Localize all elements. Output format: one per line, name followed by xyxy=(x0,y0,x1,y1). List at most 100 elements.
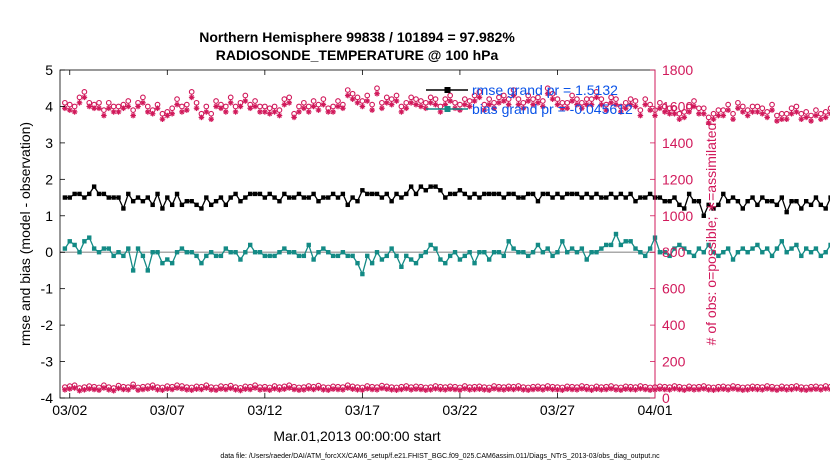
low-obs-assimilated-marker xyxy=(379,385,385,392)
rmse-point xyxy=(604,195,609,200)
obs-assimilated-marker xyxy=(739,109,746,115)
obs-possible-marker xyxy=(691,98,697,104)
bias-point xyxy=(511,246,516,251)
bias-point xyxy=(130,268,136,273)
bias-point xyxy=(150,250,155,255)
low-obs-assimilated-marker xyxy=(110,387,117,394)
rmse-point xyxy=(169,202,175,208)
bias-point xyxy=(794,242,799,248)
obs-possible-marker xyxy=(774,112,780,119)
rmse-point xyxy=(525,191,531,197)
low-obs-assimilated-marker xyxy=(227,385,234,392)
rmse-point xyxy=(452,191,458,197)
obs-assimilated-marker xyxy=(198,114,205,121)
obs-assimilated-marker xyxy=(744,112,751,119)
obs-assimilated-marker xyxy=(618,109,624,115)
rmse-point xyxy=(67,195,72,200)
rmse-point xyxy=(257,191,263,197)
legend-marker xyxy=(444,87,451,93)
rmse-point xyxy=(745,199,750,204)
bias-point xyxy=(67,239,72,244)
rmse-point xyxy=(262,195,268,200)
rmse-point xyxy=(823,206,828,211)
rmse-point xyxy=(613,195,619,200)
obs-possible-marker xyxy=(101,107,107,113)
obs-assimilated-marker xyxy=(827,110,830,117)
low-obs-assimilated-marker xyxy=(247,386,254,393)
left-y-tick-label: -2 xyxy=(41,317,54,333)
obs-assimilated-marker xyxy=(447,98,453,104)
low-obs-assimilated-marker xyxy=(427,387,434,393)
obs-assimilated-marker xyxy=(559,105,566,112)
obs-assimilated-marker xyxy=(62,105,68,112)
low-obs-assimilated-marker xyxy=(86,386,93,392)
low-obs-assimilated-marker xyxy=(369,386,375,393)
bias-point xyxy=(643,253,648,259)
low-obs-assimilated-marker xyxy=(335,386,341,393)
obs-possible-marker xyxy=(125,98,132,104)
legend-label: rmse grand pr = 1.5132 xyxy=(472,82,618,98)
bias-point xyxy=(311,257,316,262)
bias-point xyxy=(433,246,438,251)
obs-assimilated-marker xyxy=(310,103,317,110)
bias-point xyxy=(413,260,419,266)
bias-point xyxy=(135,246,141,251)
obs-assimilated-marker xyxy=(227,100,234,106)
obs-possible-marker xyxy=(496,94,502,101)
obs-possible-marker xyxy=(642,96,649,103)
bias-point xyxy=(462,253,467,259)
rmse-point xyxy=(735,199,741,204)
left-y-tick-label: 4 xyxy=(45,98,53,114)
left-y-axis-ticks: 5 4 3 2 1 0 -1 -2 -3 -4 xyxy=(41,62,65,406)
rmse-point xyxy=(667,199,672,204)
rmse-point xyxy=(794,199,799,204)
rmse-point xyxy=(145,195,150,200)
bias-point xyxy=(282,246,287,251)
obs-assimilated-marker xyxy=(725,107,731,113)
bias-point xyxy=(145,268,150,273)
obs-assimilated-marker xyxy=(471,98,478,104)
low-obs-assimilated-marker xyxy=(525,387,531,393)
bias-point xyxy=(521,250,526,255)
low-obs-assimilated-marker xyxy=(540,387,546,393)
bias-point xyxy=(501,253,507,259)
rmse-point xyxy=(326,195,331,200)
rmse-point xyxy=(428,184,433,189)
x-tick-label: 03/07 xyxy=(150,402,185,418)
obs-assimilated-marker xyxy=(408,100,414,106)
obs-assimilated-marker xyxy=(774,118,780,124)
obs-assimilated-marker xyxy=(788,110,795,117)
obs-possible-marker xyxy=(388,96,395,103)
bias-point xyxy=(677,242,682,248)
obs-assimilated-marker xyxy=(110,109,117,115)
obs-possible-marker xyxy=(593,89,600,95)
rmse-point xyxy=(779,195,785,200)
obs-possible-marker xyxy=(822,109,829,115)
bias-point xyxy=(818,253,824,259)
low-obs-assimilated-marker xyxy=(783,387,790,393)
bias-point xyxy=(121,253,126,259)
bias-point xyxy=(87,235,92,240)
obs-possible-marker xyxy=(622,99,629,106)
low-obs-assimilated-marker xyxy=(296,387,302,393)
low-obs-assimilated-marker xyxy=(735,386,741,393)
chart-title-line1: Northern Hemisphere 99838 / 101894 = 97.… xyxy=(199,29,515,45)
rmse-point xyxy=(540,191,546,197)
low-obs-assimilated-marker xyxy=(452,386,458,393)
x-tick-label: 03/12 xyxy=(247,402,282,418)
low-obs-assimilated-marker xyxy=(340,387,346,393)
low-obs-assimilated-marker xyxy=(549,386,556,393)
obs-assimilated-marker xyxy=(466,103,473,110)
obs-assimilated-marker xyxy=(335,103,341,110)
bias-point xyxy=(82,239,87,244)
obs-possible-marker xyxy=(383,94,390,101)
obs-possible-marker xyxy=(81,89,88,95)
obs-assimilated-marker xyxy=(242,98,249,104)
right-y-tick-label: 1400 xyxy=(662,135,693,151)
obs-possible-marker xyxy=(696,105,702,112)
low-obs-assimilated-marker xyxy=(725,387,731,393)
obs-possible-marker xyxy=(569,92,575,99)
low-obs-assimilated-marker xyxy=(242,386,249,392)
obs-assimilated-marker xyxy=(96,105,102,112)
obs-assimilated-marker xyxy=(696,110,702,117)
